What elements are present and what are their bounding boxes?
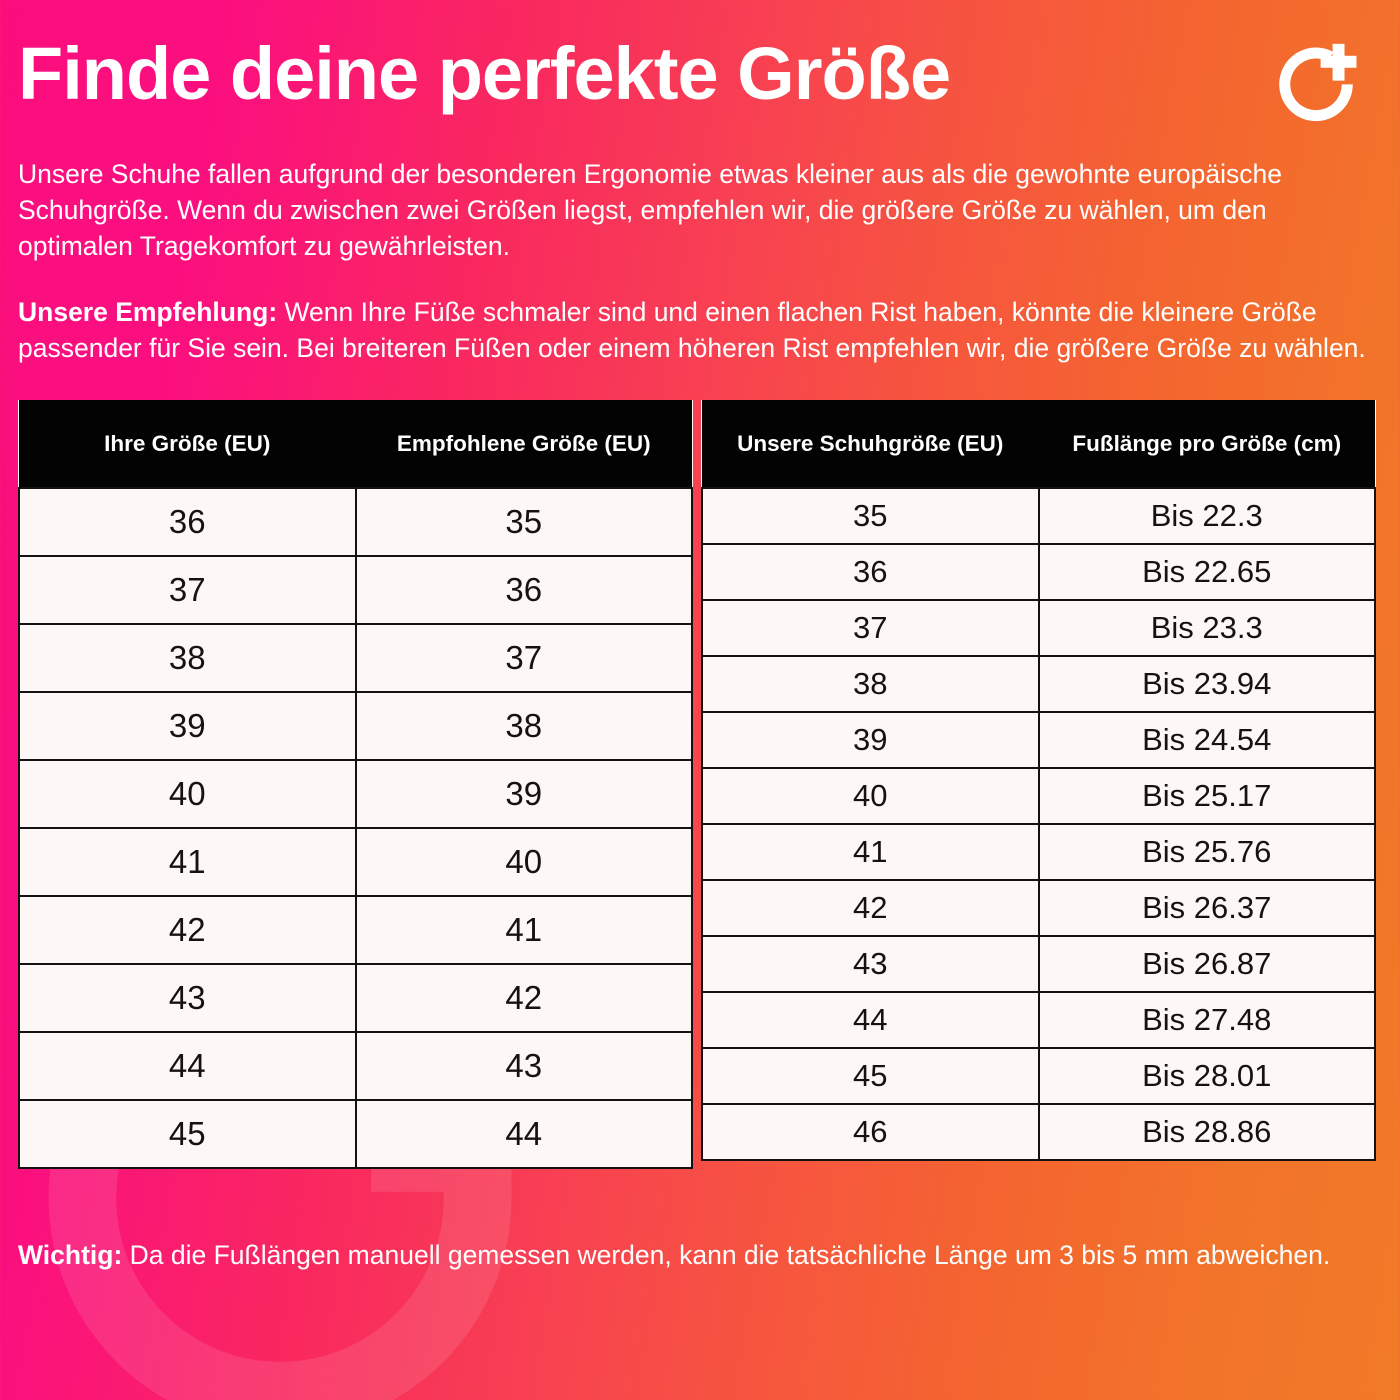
- important-note: Wichtig: Da die Fußlängen manuell gemess…: [18, 1237, 1376, 1273]
- recommendation-body: Wenn Ihre Füße schmaler sind und einen f…: [18, 297, 1366, 363]
- recommendation-paragraph: Unsere Empfehlung: Wenn Ihre Füße schmal…: [18, 294, 1376, 366]
- cell-our-size: 41: [701, 823, 1040, 881]
- cell-foot-length: Bis 23.3: [1037, 599, 1376, 657]
- table-row: 42 Bis 26.37: [701, 879, 1376, 937]
- table-row: 42 41: [18, 895, 693, 965]
- table-row: 46 Bis 28.86: [701, 1103, 1376, 1161]
- cell-foot-length: Bis 28.01: [1037, 1047, 1376, 1105]
- conversion-table-wrapper: Ihre Größe (EU) Empfohlene Größe (EU) 36…: [18, 400, 693, 1169]
- cell-our-size: 42: [701, 879, 1040, 937]
- cell-your-size: 38: [18, 623, 357, 693]
- cell-recommended-size: 43: [354, 1031, 693, 1101]
- table-row: 37 Bis 23.3: [701, 599, 1376, 657]
- size-tables: Ihre Größe (EU) Empfohlene Größe (EU) 36…: [18, 400, 1376, 1169]
- cell-recommended-size: 42: [354, 963, 693, 1033]
- intro-paragraph: Unsere Schuhe fallen aufgrund der besond…: [18, 159, 1282, 261]
- cell-foot-length: Bis 22.65: [1037, 543, 1376, 601]
- cell-our-size: 45: [701, 1047, 1040, 1105]
- table-row: 35 Bis 22.3: [701, 487, 1376, 545]
- table-row: 36 35: [18, 487, 693, 557]
- important-note-body: Da die Fußlängen manuell gemessen werden…: [122, 1240, 1331, 1270]
- table-row: 40 39: [18, 759, 693, 829]
- col-foot-length: Fußlänge pro Größe (cm): [1038, 400, 1375, 488]
- cell-your-size: 37: [18, 555, 357, 625]
- cell-foot-length: Bis 25.76: [1037, 823, 1376, 881]
- cell-our-size: 40: [701, 767, 1040, 825]
- cell-foot-length: Bis 27.48: [1037, 991, 1376, 1049]
- footlength-table-header-row: Unsere Schuhgröße (EU) Fußlänge pro Größ…: [702, 400, 1375, 488]
- cell-foot-length: Bis 26.37: [1037, 879, 1376, 937]
- table-row: 38 Bis 23.94: [701, 655, 1376, 713]
- cell-foot-length: Bis 26.87: [1037, 935, 1376, 993]
- cell-our-size: 44: [701, 991, 1040, 1049]
- cell-foot-length: Bis 22.3: [1037, 487, 1376, 545]
- cell-our-size: 37: [701, 599, 1040, 657]
- conversion-table-head: Ihre Größe (EU) Empfohlene Größe (EU): [19, 400, 692, 488]
- cell-our-size: 35: [701, 487, 1040, 545]
- cell-our-size: 46: [701, 1103, 1040, 1161]
- cell-your-size: 40: [18, 759, 357, 829]
- cell-your-size: 43: [18, 963, 357, 1033]
- page-header: Finde deine perfekte Größe: [18, 34, 1376, 134]
- table-row: 45 44: [18, 1099, 693, 1169]
- col-your-size: Ihre Größe (EU): [19, 400, 356, 488]
- footlength-table-head: Unsere Schuhgröße (EU) Fußlänge pro Größ…: [702, 400, 1375, 488]
- cell-foot-length: Bis 25.17: [1037, 767, 1376, 825]
- cell-foot-length: Bis 23.94: [1037, 655, 1376, 713]
- cell-your-size: 39: [18, 691, 357, 761]
- conversion-table: Ihre Größe (EU) Empfohlene Größe (EU) 36…: [18, 400, 693, 1169]
- conversion-table-body: 36 35 37 36 38 37 39 38 40 39 41 40 42 41 43 42 44 43 45 44: [18, 487, 693, 1169]
- cell-recommended-size: 36: [354, 555, 693, 625]
- table-row: 45 Bis 28.01: [701, 1047, 1376, 1105]
- cell-our-size: 36: [701, 543, 1040, 601]
- cell-your-size: 42: [18, 895, 357, 965]
- cell-your-size: 45: [18, 1099, 357, 1169]
- table-row: 41 Bis 25.76: [701, 823, 1376, 881]
- cell-your-size: 44: [18, 1031, 357, 1101]
- cell-recommended-size: 40: [354, 827, 693, 897]
- circle-plus-logo-icon: [1279, 43, 1357, 122]
- col-our-size: Unsere Schuhgröße (EU): [702, 400, 1039, 488]
- cell-our-size: 39: [701, 711, 1040, 769]
- cell-recommended-size: 44: [354, 1099, 693, 1169]
- cell-recommended-size: 37: [354, 623, 693, 693]
- col-recommended-size: Empfohlene Größe (EU): [355, 400, 692, 488]
- cell-your-size: 36: [18, 487, 357, 557]
- cell-recommended-size: 35: [354, 487, 693, 557]
- footlength-table: Unsere Schuhgröße (EU) Fußlänge pro Größ…: [701, 400, 1376, 1161]
- table-row: 36 Bis 22.65: [701, 543, 1376, 601]
- table-row: 44 43: [18, 1031, 693, 1101]
- cell-our-size: 43: [701, 935, 1040, 993]
- table-row: 38 37: [18, 623, 693, 693]
- table-row: 43 Bis 26.87: [701, 935, 1376, 993]
- recommendation-lead: Unsere Empfehlung:: [18, 297, 278, 327]
- cell-foot-length: Bis 24.54: [1037, 711, 1376, 769]
- table-row: 40 Bis 25.17: [701, 767, 1376, 825]
- important-note-lead: Wichtig:: [18, 1240, 123, 1270]
- cell-recommended-size: 39: [354, 759, 693, 829]
- table-row: 39 Bis 24.54: [701, 711, 1376, 769]
- table-row: 39 38: [18, 691, 693, 761]
- cell-our-size: 38: [701, 655, 1040, 713]
- conversion-table-header-row: Ihre Größe (EU) Empfohlene Größe (EU): [19, 400, 692, 488]
- cell-your-size: 41: [18, 827, 357, 897]
- table-row: 41 40: [18, 827, 693, 897]
- cell-recommended-size: 38: [354, 691, 693, 761]
- cell-recommended-size: 41: [354, 895, 693, 965]
- footlength-table-body: 35 Bis 22.3 36 Bis 22.65 37 Bis 23.3 38 Bis 23.…: [701, 487, 1376, 1161]
- table-row: 43 42: [18, 963, 693, 1033]
- table-row: 44 Bis 27.48: [701, 991, 1376, 1049]
- page-title: Finde deine perfekte Größe: [18, 32, 951, 115]
- cell-foot-length: Bis 28.86: [1037, 1103, 1376, 1161]
- table-row: 37 36: [18, 555, 693, 625]
- footlength-table-wrapper: Unsere Schuhgröße (EU) Fußlänge pro Größ…: [701, 400, 1376, 1169]
